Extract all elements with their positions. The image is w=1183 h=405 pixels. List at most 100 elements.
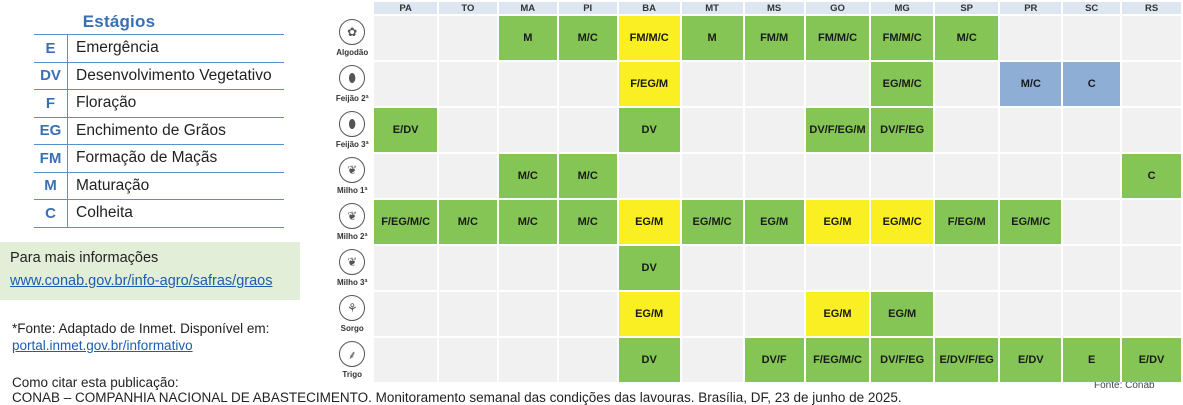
stage-cell: [438, 62, 497, 106]
crop-label: ❦ Milho 1ª: [332, 154, 372, 198]
legend-item: EG Enchimento de Grãos: [34, 116, 284, 144]
legend-desc: Floração: [67, 90, 284, 117]
stage-cell: [374, 246, 437, 290]
stage-cell: DV/F/EG/M: [805, 108, 870, 152]
legend-item: M Maturação: [34, 171, 284, 199]
crop-label: ⬮ Feijão 3ª: [332, 108, 372, 152]
stage-cell: EG/M/C: [871, 200, 934, 244]
crop-cell: ❦ Milho 2ª: [332, 200, 373, 244]
stage-cell: M: [498, 16, 557, 60]
stage-cell: [438, 154, 497, 198]
legend-item: DV Desenvolvimento Vegetativo: [34, 61, 284, 89]
stage-cell: [498, 108, 557, 152]
stage-cell: [681, 246, 743, 290]
legend-rows: E Emergência DV Desenvolvimento Vegetativo F…: [34, 34, 284, 228]
stage-cell: [438, 292, 497, 336]
stage-cell: F/EG/M/C: [805, 338, 870, 382]
stage-cell: [558, 292, 617, 336]
table-row: ✿ Algodão M M/C FM/M/C M FM/M FM/M/C FM/M/C M/C: [332, 16, 1181, 60]
legend-code: E: [45, 39, 56, 57]
crop-cell: ⬮ Feijão 2ª: [332, 62, 373, 106]
state-header: MA: [498, 2, 557, 14]
stage-cell: [871, 246, 934, 290]
table-row: ⬮ Feijão 2ª F/EG/M EG/M/C M/C C: [332, 62, 1181, 106]
stage-cell: [681, 292, 743, 336]
corn-icon: ❦: [339, 203, 366, 229]
stage-cell: DV/F/EG: [871, 108, 934, 152]
stage-cell: EG/M/C: [681, 200, 743, 244]
header-blank: [332, 2, 373, 14]
stage-cell: DV/F: [744, 338, 804, 382]
crop-rows: ✿ Algodão M M/C FM/M/C M FM/M FM/M/C FM/M/C M/C ⬮ F…: [332, 16, 1181, 382]
stage-cell: F/EG/M: [935, 200, 999, 244]
stage-cell: EG/M: [618, 292, 680, 336]
legend-code: DV: [40, 67, 61, 85]
state-header: MS: [744, 2, 804, 14]
crop-stage-table: PA TO MA PI BA MT MS GO MG SP PR SC RS ✿ Algodão M M/C F…: [330, 0, 1183, 384]
crop-name: Milho 3ª: [336, 278, 368, 287]
legend-item: C Colheita: [34, 199, 284, 228]
stage-cell: [438, 16, 497, 60]
legend-desc: Enchimento de Grãos: [67, 117, 284, 144]
source-link[interactable]: portal.inmet.gov.br/informativo: [12, 338, 193, 353]
stage-cell: E/DV: [374, 108, 437, 152]
stage-cell: [1000, 246, 1062, 290]
legend-code: FM: [39, 149, 62, 167]
stage-cell: [935, 154, 999, 198]
info-link[interactable]: www.conab.gov.br/info-agro/safras/graos: [10, 273, 273, 289]
stage-cell: [374, 16, 437, 60]
bean-icon: ⬮: [339, 111, 366, 137]
stage-cell: M/C: [498, 154, 557, 198]
stage-cell: M/C: [558, 154, 617, 198]
crop-name: Algodão: [336, 48, 369, 57]
sorghum-icon: ⚘: [339, 295, 366, 321]
stage-cell: FM/M/C: [871, 16, 934, 60]
legend-desc: Maturação: [67, 172, 284, 199]
info-label: Para mais informações: [10, 250, 159, 266]
stage-cell: [1122, 16, 1181, 60]
stage-cell: [618, 154, 680, 198]
stage-cell: [744, 246, 804, 290]
state-header: GO: [805, 2, 870, 14]
stage-cell: [374, 292, 437, 336]
stage-cell: [438, 108, 497, 152]
stage-cell: [498, 62, 557, 106]
table-source: Fonte: Conab: [1094, 380, 1155, 391]
table-row: ⬮ Feijão 3ª E/DV DV DV/F/EG/M DV/F/EG: [332, 108, 1181, 152]
state-header: MG: [871, 2, 934, 14]
stage-cell: [498, 246, 557, 290]
crop-cell: ❦ Milho 1ª: [332, 154, 373, 198]
stage-cell: [1063, 154, 1121, 198]
crop-cell: ✿ Algodão: [332, 16, 373, 60]
stage-cell: M/C: [558, 200, 617, 244]
stage-cell: [1000, 292, 1062, 336]
stage-cell: [744, 62, 804, 106]
stage-cell: M: [681, 16, 743, 60]
stage-cell: F/EG/M/C: [374, 200, 437, 244]
stage-cell: EG/M: [744, 200, 804, 244]
stage-cell: [1122, 62, 1181, 106]
stage-cell: [805, 154, 870, 198]
stage-cell: EG/M: [805, 200, 870, 244]
state-header: RS: [1122, 2, 1181, 14]
state-header: SP: [935, 2, 999, 14]
crop-name: Sorgo: [340, 324, 364, 333]
stage-cell: EG/M: [805, 292, 870, 336]
crop-label: ❦ Milho 3ª: [332, 246, 372, 290]
stage-cell: DV: [618, 246, 680, 290]
crop-label: ⸙ Trigo: [332, 338, 372, 382]
stage-cell: [374, 338, 437, 382]
state-header: MT: [681, 2, 743, 14]
stage-cell: C: [1122, 154, 1181, 198]
legend-code: F: [45, 94, 56, 112]
stage-cell: [558, 108, 617, 152]
crop-name: Trigo: [342, 370, 362, 379]
legend-desc: Emergência: [67, 35, 284, 62]
stage-cell: FM/M/C: [805, 16, 870, 60]
state-header-row: PA TO MA PI BA MT MS GO MG SP PR SC RS: [332, 2, 1181, 14]
stage-cell: [1063, 246, 1121, 290]
legend-code: M: [44, 177, 57, 195]
stage-cell: [935, 292, 999, 336]
stage-cell: [498, 338, 557, 382]
stage-cell: FM/M/C: [618, 16, 680, 60]
